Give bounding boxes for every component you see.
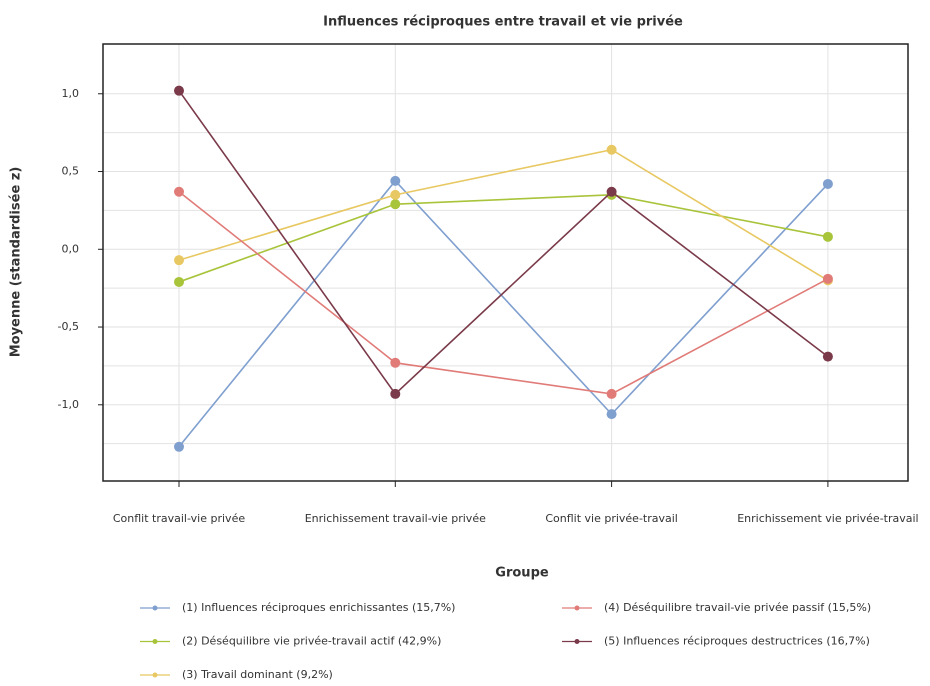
legend-label: (3) Travail dominant (9,2%) xyxy=(182,668,333,681)
data-point xyxy=(174,441,184,452)
y-tick-label: 0,5 xyxy=(62,165,80,178)
data-point xyxy=(606,144,617,155)
x-axis-title: Groupe xyxy=(495,566,549,581)
legend-marker xyxy=(574,639,580,644)
y-tick-label: 1,0 xyxy=(62,87,80,100)
data-point xyxy=(606,409,617,420)
y-tick-label: -1,0 xyxy=(58,398,79,411)
data-point xyxy=(390,388,401,399)
data-point xyxy=(174,276,184,287)
data-point xyxy=(822,351,833,362)
data-point xyxy=(390,357,401,368)
data-point xyxy=(606,186,617,197)
legend-label: (2) Déséquilibre vie privée-travail acti… xyxy=(182,635,441,648)
y-tick-label: -0,5 xyxy=(58,320,79,333)
x-tick-label: Enrichissement vie privée-travail xyxy=(737,512,918,525)
legend-marker xyxy=(152,672,158,678)
legend-marker xyxy=(152,605,158,611)
data-point xyxy=(822,231,833,242)
chart-title: Influences réciproques entre travail et … xyxy=(323,15,683,30)
series-line xyxy=(178,179,829,448)
x-tick-label: Conflit vie privée-travail xyxy=(545,512,678,525)
data-point xyxy=(174,255,184,266)
x-tick-label: Conflit travail-vie privée xyxy=(113,512,245,525)
data-point xyxy=(174,85,184,96)
data-point xyxy=(174,186,184,197)
data-point xyxy=(390,189,401,200)
series-line xyxy=(178,191,829,395)
plot-frame xyxy=(102,43,909,482)
data-point xyxy=(390,175,401,186)
series-line xyxy=(178,148,829,282)
series-line xyxy=(178,90,829,396)
x-tick-label: Enrichissement travail-vie privée xyxy=(305,512,486,525)
data-point xyxy=(822,273,833,284)
legend-marker xyxy=(152,639,158,644)
y-axis-title: Moyenne (standardisée z) xyxy=(9,167,24,358)
legend-label: (1) Influences réciproques enrichissante… xyxy=(182,601,455,614)
legend-label: (4) Déséquilibre travail-vie privée pass… xyxy=(604,601,871,614)
y-tick-label: 0,0 xyxy=(62,242,80,255)
legend-label: (5) Influences réciproques destructrices… xyxy=(604,635,870,648)
data-point xyxy=(390,199,401,210)
data-point xyxy=(822,178,833,189)
legend-marker xyxy=(574,605,580,611)
data-point xyxy=(606,388,617,399)
